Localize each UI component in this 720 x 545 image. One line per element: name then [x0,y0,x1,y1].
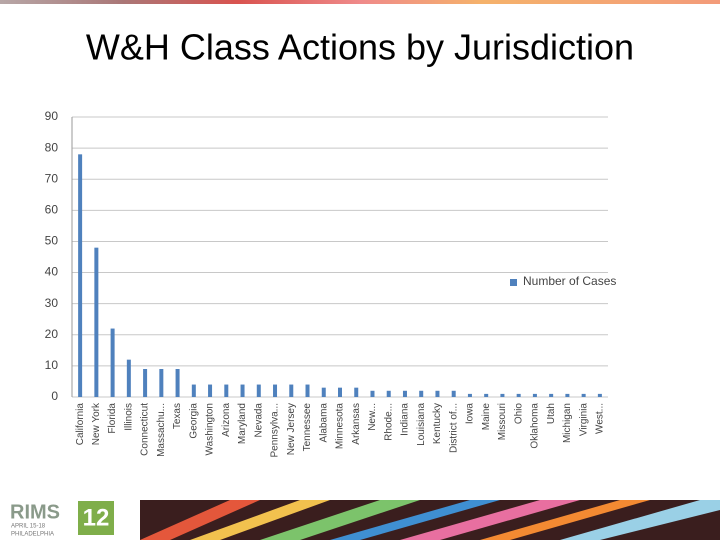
x-tick-label: Iowa [465,403,476,425]
bar [143,369,148,397]
x-tick-label: Indiana [400,403,411,436]
bar [597,393,602,397]
x-tick-label: Maine [481,403,492,431]
y-tick-label: 80 [45,140,59,154]
bar [159,369,164,397]
x-tick-label: Tennessee [302,403,313,452]
bar [451,390,456,397]
bar [484,393,489,397]
x-tick-label: District of... [448,403,459,453]
bar [419,390,424,397]
legend-label: Number of Cases [523,274,616,288]
bar [256,384,261,397]
footer-banner [140,500,720,540]
bar [224,384,229,397]
logo: RIMS [10,501,60,523]
x-tick-label: Arkansas [351,403,362,445]
bar [354,387,359,397]
bar [516,393,521,397]
bar [321,387,326,397]
legend-swatch [510,279,517,286]
bar [78,154,83,397]
x-tick-label: New York [91,402,102,445]
x-tick-label: Florida [107,403,118,434]
y-tick-label: 90 [45,109,59,123]
x-tick-label: Louisiana [416,403,427,446]
y-tick-label: 10 [45,358,59,372]
x-tick-label: Texas [172,403,183,429]
bar [110,328,115,397]
bar [467,393,472,397]
y-tick-label: 40 [45,265,59,279]
bar [305,384,310,397]
bar [126,359,131,397]
x-tick-label: Rhode... [383,403,394,441]
x-tick-label: West... [595,403,606,434]
x-tick-label: Maryland [237,403,248,444]
bar [549,393,554,397]
logo-city: PHILADELPHIA [11,532,54,538]
x-tick-label: Missouri [497,403,508,440]
bar [208,384,213,397]
y-tick-label: 0 [51,389,58,403]
x-tick-label: New Jersey [286,403,297,455]
x-tick-label: Michigan [562,403,573,443]
logo-dates: APRIL 15-18 [11,524,46,530]
logo-edition: 12 [83,504,110,531]
x-tick-label: Arizona [221,403,232,437]
bar [191,384,196,397]
x-tick-label: Connecticut [140,403,151,456]
x-tick-label: Virginia [578,403,589,437]
chart-title: W&H Class Actions by Jurisdiction [86,27,634,68]
bar [565,393,570,397]
bar [94,247,99,397]
bar [370,390,375,397]
x-tick-label: Utah [546,403,557,424]
x-tick-label: Alabama [318,403,329,443]
x-tick-label: Kentucky [432,403,443,444]
bar [175,369,180,397]
top-stripe [0,0,720,4]
bar [386,390,391,397]
y-tick-label: 70 [45,171,59,185]
x-tick-label: Ohio [513,403,524,425]
bar [435,390,440,397]
bar [500,393,505,397]
bar [273,384,278,397]
y-tick-label: 50 [45,234,59,248]
x-tick-label: Pennsylva... [270,403,281,457]
x-tick-label: Washington [205,403,216,455]
y-tick-label: 60 [45,203,59,217]
logo-box [78,501,114,535]
bar [581,393,586,397]
bar [289,384,294,397]
bar [532,393,537,397]
x-tick-label: New... [367,403,378,431]
bar [338,387,342,397]
x-tick-label: Georgia [188,403,199,439]
bar [402,390,407,397]
x-tick-label: Massachu... [156,403,167,457]
x-tick-label: California [75,403,86,446]
y-tick-label: 20 [45,327,59,341]
x-tick-label: Illinois [123,403,134,431]
y-tick-label: 30 [45,296,59,310]
x-tick-label: Minnesota [335,403,346,450]
x-tick-label: Oklahoma [530,403,541,449]
bar [240,384,245,397]
x-tick-label: Nevada [253,403,264,438]
